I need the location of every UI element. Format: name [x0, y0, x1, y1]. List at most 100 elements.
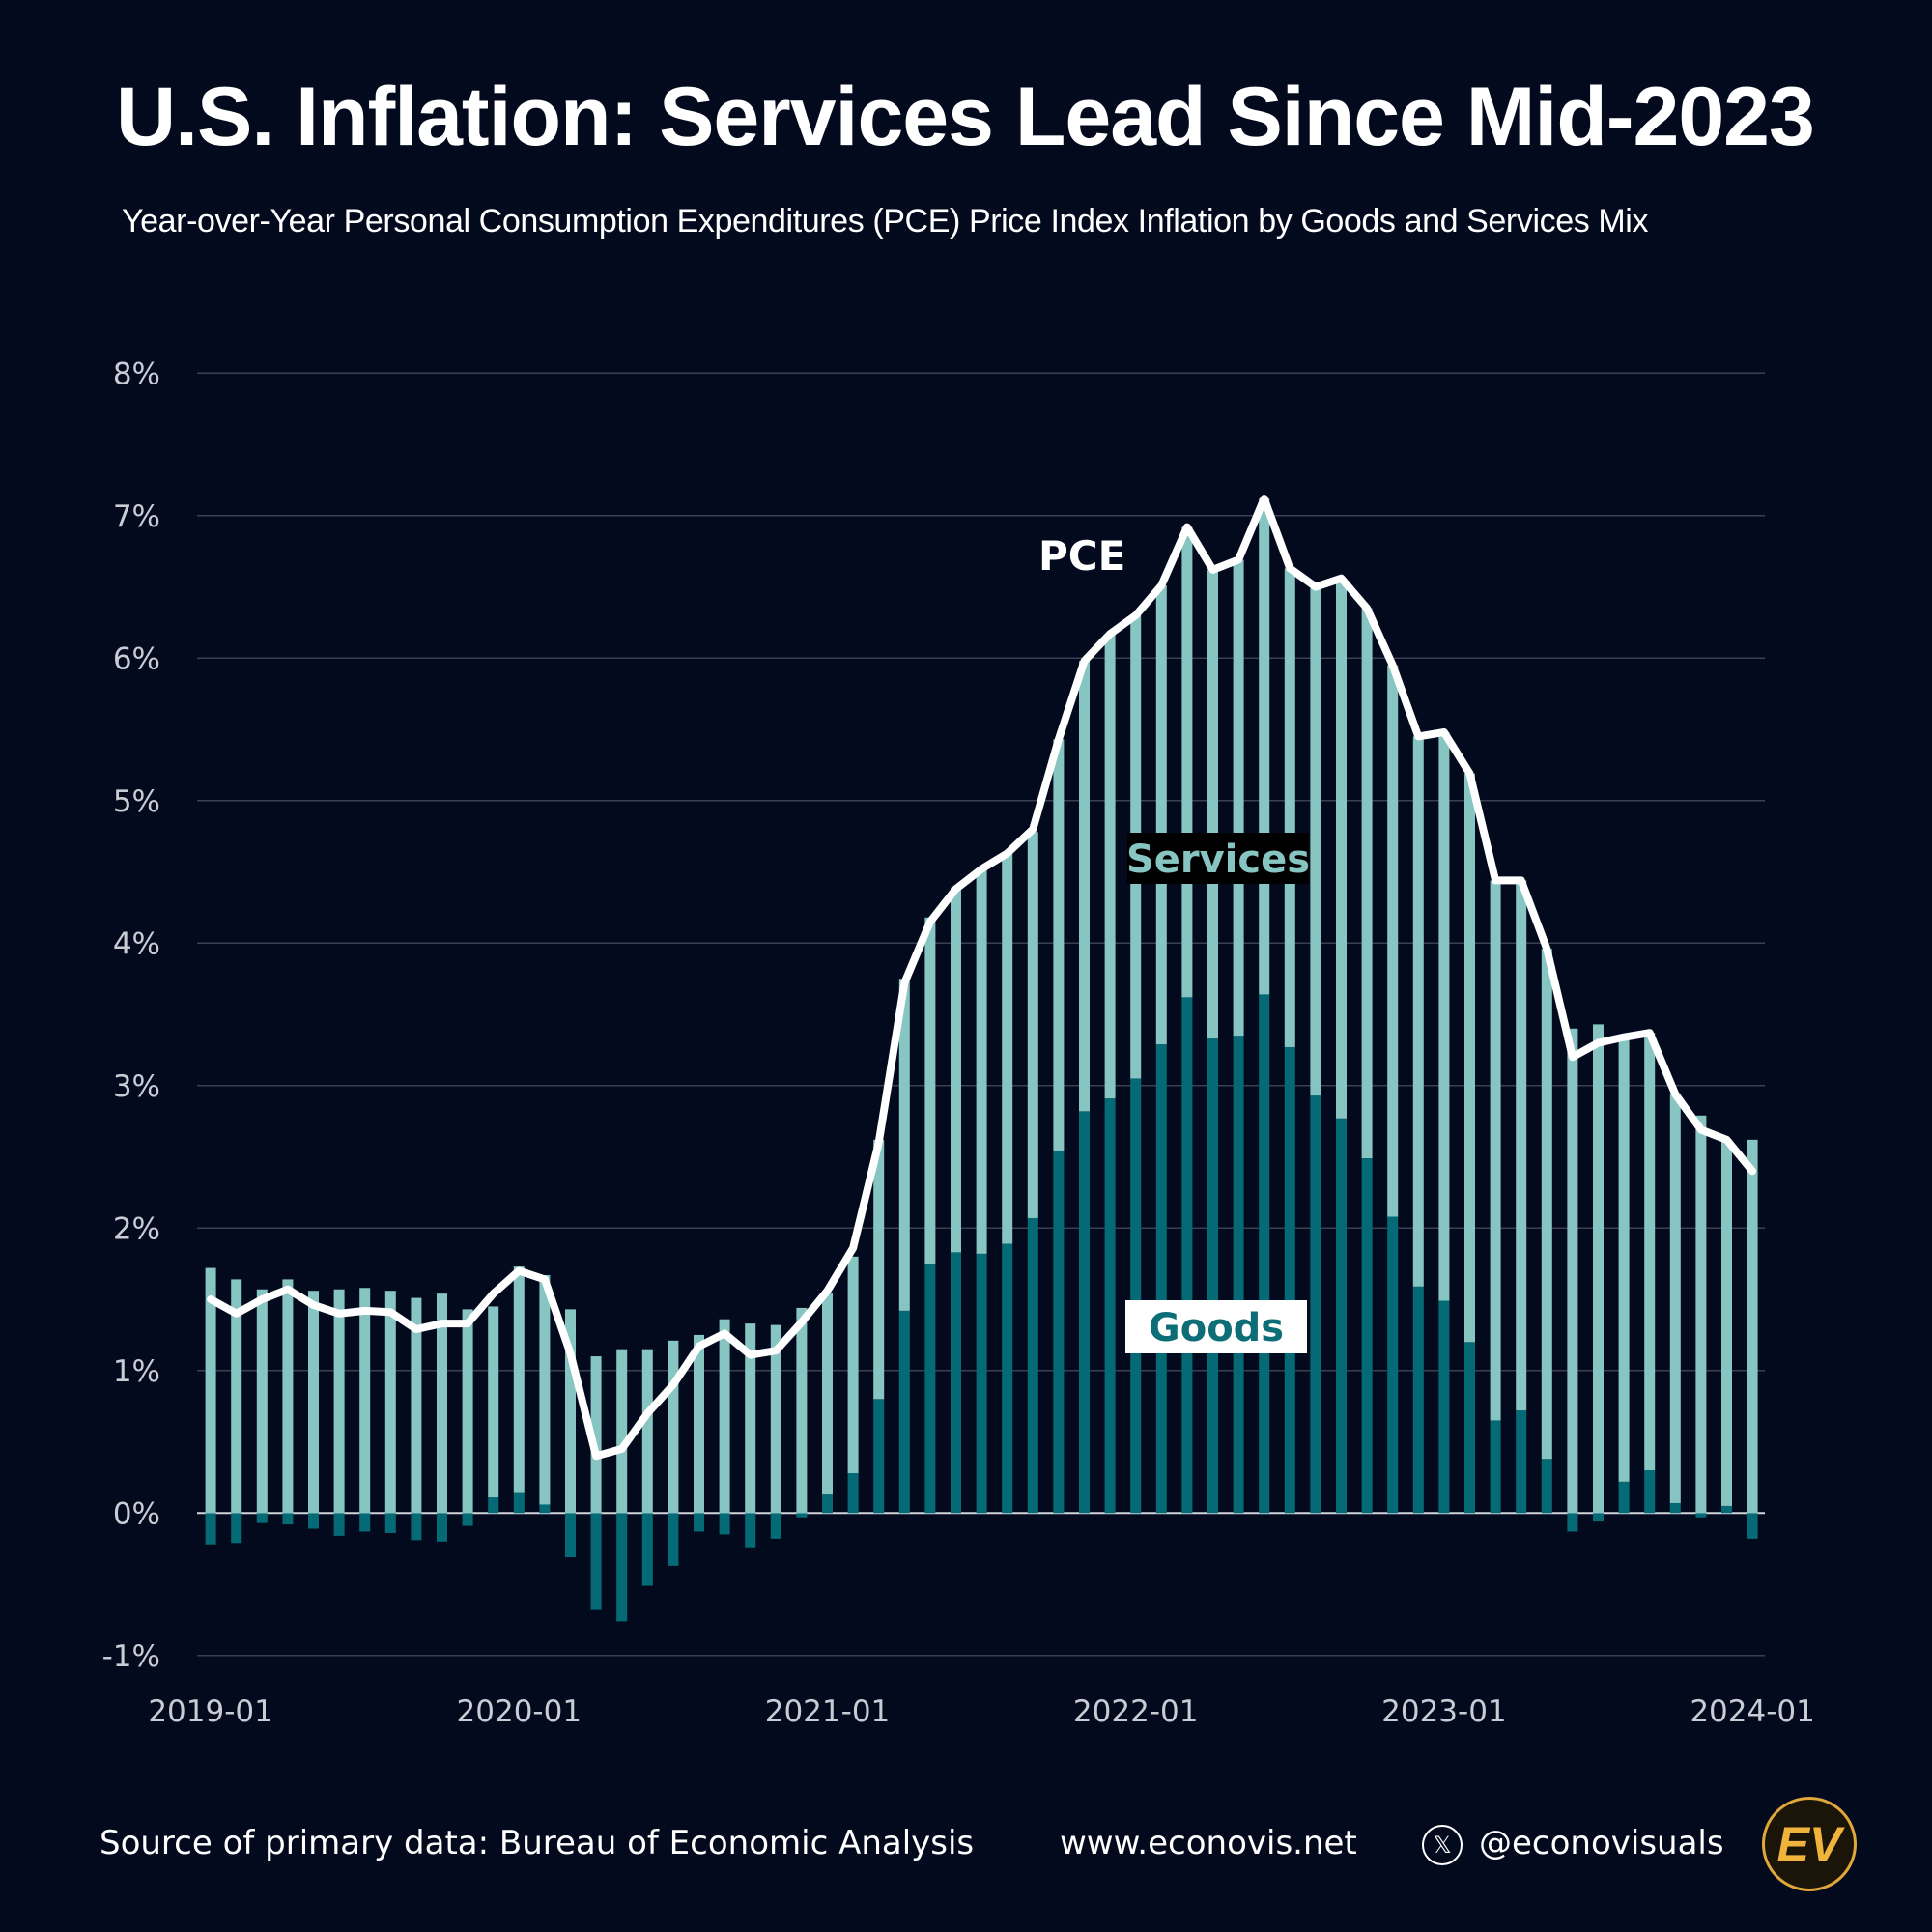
goods-bar [1002, 1243, 1013, 1514]
goods-bar [1130, 1078, 1142, 1514]
goods-bar [847, 1473, 859, 1514]
goods-bar [1053, 1151, 1065, 1514]
x-tick-label: 2019-01 [148, 1694, 273, 1729]
goods-bar [1181, 997, 1193, 1514]
y-tick-label: 3% [113, 1069, 160, 1104]
services-bar [333, 1289, 345, 1514]
services-bar [231, 1279, 242, 1514]
services-bar [1567, 1028, 1578, 1514]
services-bar [1233, 559, 1244, 1037]
pce-line [207, 495, 1757, 1461]
services-bar [1438, 732, 1450, 1301]
goods-bar [1104, 1098, 1116, 1514]
services-bar [770, 1324, 781, 1514]
website-link[interactable]: www.econovis.net [1060, 1824, 1357, 1862]
y-tick-label: 8% [113, 356, 160, 391]
services-bar [1336, 578, 1347, 1119]
goods-bar [1593, 1513, 1604, 1522]
goods-bar [488, 1497, 499, 1514]
services-bar [1387, 665, 1399, 1217]
services-bar [719, 1319, 730, 1514]
goods-bar [513, 1492, 525, 1514]
goods-bar [924, 1264, 936, 1514]
services-bar [1516, 880, 1527, 1411]
goods-bar [1155, 1044, 1167, 1514]
services-bar [1747, 1139, 1758, 1514]
y-tick-label: 4% [113, 926, 160, 961]
goods-bar [668, 1513, 679, 1566]
goods-bar [898, 1310, 910, 1514]
services-bar [1593, 1024, 1604, 1514]
services-bar [1027, 832, 1038, 1218]
services-label: Services [1126, 838, 1310, 882]
goods-bar [539, 1504, 551, 1514]
goods-bar [616, 1513, 628, 1622]
services-bar [951, 887, 961, 1253]
services-bar [1104, 634, 1116, 1099]
services-bar [1412, 736, 1424, 1287]
services-bar [1310, 586, 1321, 1096]
goods-bar [719, 1513, 730, 1535]
services-bar [1155, 585, 1167, 1045]
goods-bar [976, 1253, 987, 1514]
goods-bar [1079, 1111, 1090, 1514]
goods-bar [1387, 1216, 1399, 1514]
pce-label: PCE [1038, 532, 1125, 580]
goods-bar [359, 1513, 371, 1532]
goods-bar [796, 1513, 808, 1518]
goods-bar [1567, 1513, 1578, 1532]
goods-bar [308, 1513, 319, 1529]
goods-bar [1695, 1513, 1707, 1518]
services-bar [694, 1334, 704, 1514]
services-bar [308, 1291, 319, 1514]
goods-bar [1438, 1300, 1450, 1514]
y-tick-label: -1% [102, 1639, 160, 1674]
services-bar [488, 1306, 499, 1498]
goods-bar [256, 1513, 268, 1523]
services-bar [437, 1293, 447, 1514]
services-bar [1644, 1033, 1656, 1471]
x-tick-label: 2020-01 [457, 1694, 582, 1729]
source-note: Source of primary data: Bureau of Econom… [99, 1824, 975, 1862]
goods-bar [951, 1252, 961, 1514]
goods-bar [745, 1513, 756, 1548]
goods-bar [822, 1494, 833, 1514]
services-bar [282, 1279, 294, 1514]
goods-bar [873, 1399, 885, 1514]
services-bar [924, 917, 936, 1264]
services-bar [1002, 853, 1013, 1244]
services-bar [1259, 498, 1270, 995]
services-bar [513, 1266, 525, 1493]
services-bar [822, 1293, 833, 1495]
goods-bar [1259, 994, 1270, 1514]
services-bar [1079, 661, 1090, 1112]
goods-bar [1747, 1513, 1758, 1539]
goods-bar [1721, 1505, 1732, 1514]
econovis-logo: EV [1762, 1797, 1857, 1891]
goods-bar [1310, 1095, 1321, 1514]
services-bar [796, 1307, 808, 1514]
goods-label-box [1125, 1300, 1307, 1353]
goods-bar [1284, 1046, 1295, 1514]
y-tick-label: 7% [113, 499, 160, 534]
y-tick-label: 5% [113, 784, 160, 819]
y-tick-label: 2% [113, 1211, 160, 1246]
goods-bar [1336, 1118, 1347, 1514]
goods-bar [205, 1513, 216, 1545]
goods-bar [333, 1513, 345, 1536]
services-bar [1695, 1115, 1707, 1514]
goods-bar [1541, 1459, 1552, 1514]
goods-bar [565, 1513, 576, 1558]
goods-bar [411, 1513, 422, 1541]
services-bar [873, 1139, 885, 1400]
goods-bar [1412, 1286, 1424, 1514]
services-bar [1284, 568, 1295, 1047]
social-handle[interactable]: @econovisuals [1479, 1824, 1724, 1862]
services-bar [1053, 739, 1065, 1151]
goods-bar [462, 1513, 473, 1526]
chart-title: U.S. Inflation: Services Lead Since Mid-… [116, 71, 1815, 163]
y-tick-label: 0% [113, 1496, 160, 1531]
goods-bar [282, 1513, 294, 1525]
services-bar [1618, 1038, 1630, 1482]
services-bar [1541, 949, 1552, 1460]
